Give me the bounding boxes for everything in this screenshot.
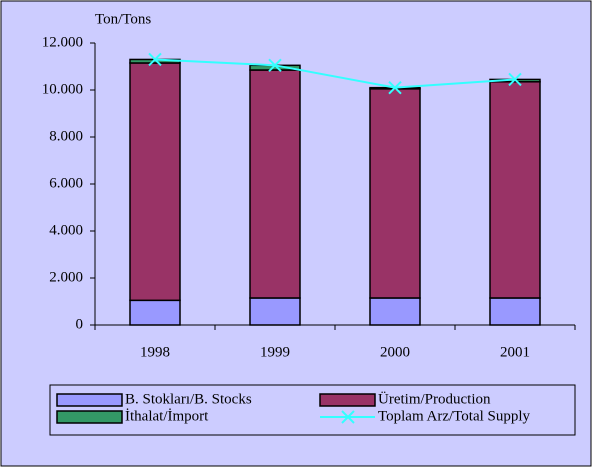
legend-swatch [56, 393, 123, 407]
y-tick-label: 6.000 [49, 175, 83, 191]
legend-label: İthalat/İmport [125, 408, 209, 424]
legend-swatch [319, 393, 376, 407]
line-marker [508, 72, 522, 87]
bar-segment [489, 297, 541, 326]
bar-segment [129, 299, 181, 326]
legend-label: B. Stokları/B. Stocks [125, 391, 252, 407]
bar-segment [489, 81, 541, 299]
y-tick-label: 2.000 [49, 269, 83, 285]
y-tick-label: 8.000 [49, 128, 83, 144]
x-tick-label: 1999 [260, 344, 290, 360]
bar-segment [369, 88, 421, 299]
legend-swatch [341, 410, 355, 424]
x-tick-label: 1998 [140, 344, 170, 360]
bar-segment [249, 297, 301, 326]
bar-segment [129, 62, 181, 302]
line-series [154, 58, 516, 89]
legend-swatch [56, 410, 123, 424]
line-marker [388, 80, 402, 95]
y-tick-label: 4.000 [49, 222, 83, 238]
legend-label: Üretim/Production [378, 390, 491, 407]
legend-box [49, 384, 576, 436]
y-axis-label: Ton/Tons [95, 11, 151, 27]
bar-segment [369, 297, 421, 326]
y-tick-label: 0 [76, 316, 84, 332]
x-tick-label: 2001 [500, 344, 530, 360]
bar-segment [249, 69, 301, 299]
y-tick-label: 10.000 [42, 81, 83, 97]
x-tick-label: 2000 [380, 344, 410, 360]
line-marker [148, 52, 162, 67]
y-tick-label: 12.000 [42, 34, 83, 50]
line-marker [268, 58, 282, 73]
legend-label: Toplam Arz/Total Supply [378, 408, 531, 424]
